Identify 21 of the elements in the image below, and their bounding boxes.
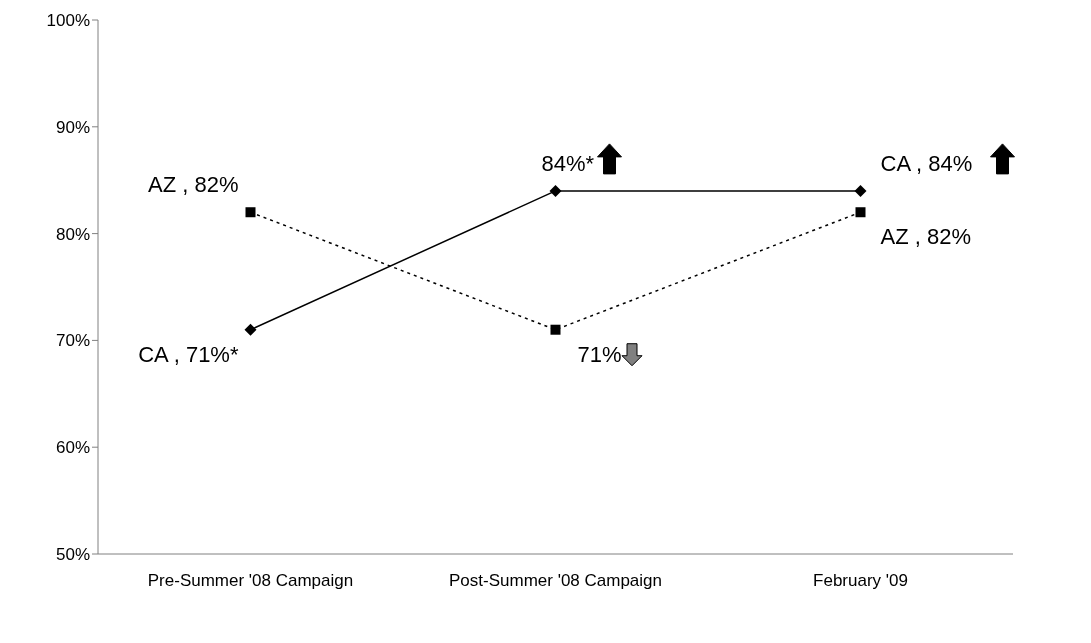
point bbox=[245, 207, 256, 218]
data-label: 84%* bbox=[541, 150, 595, 176]
y-tick-label: 50% bbox=[55, 545, 90, 565]
point bbox=[244, 323, 257, 336]
x-tick-label: February '09 bbox=[813, 571, 908, 591]
y-tick-label: 70% bbox=[55, 331, 90, 351]
data-label: 71% bbox=[577, 341, 622, 367]
y-tick-label: 100% bbox=[46, 11, 90, 31]
point bbox=[855, 207, 866, 218]
point bbox=[550, 324, 561, 335]
x-tick-label: Pre-Summer '08 Campaign bbox=[147, 571, 354, 591]
data-label: AZ , 82% bbox=[148, 172, 239, 198]
data-label: CA , 71%* bbox=[138, 341, 239, 367]
data-label: CA , 84% bbox=[880, 150, 973, 176]
point bbox=[549, 184, 562, 197]
y-tick-label: 90% bbox=[55, 117, 90, 137]
x-tick-label: Post-Summer '08 Campaign bbox=[449, 571, 662, 591]
y-tick-label: 80% bbox=[55, 224, 90, 244]
point bbox=[854, 184, 867, 197]
y-tick-label: 60% bbox=[55, 438, 90, 458]
data-label: AZ , 82% bbox=[880, 224, 971, 250]
